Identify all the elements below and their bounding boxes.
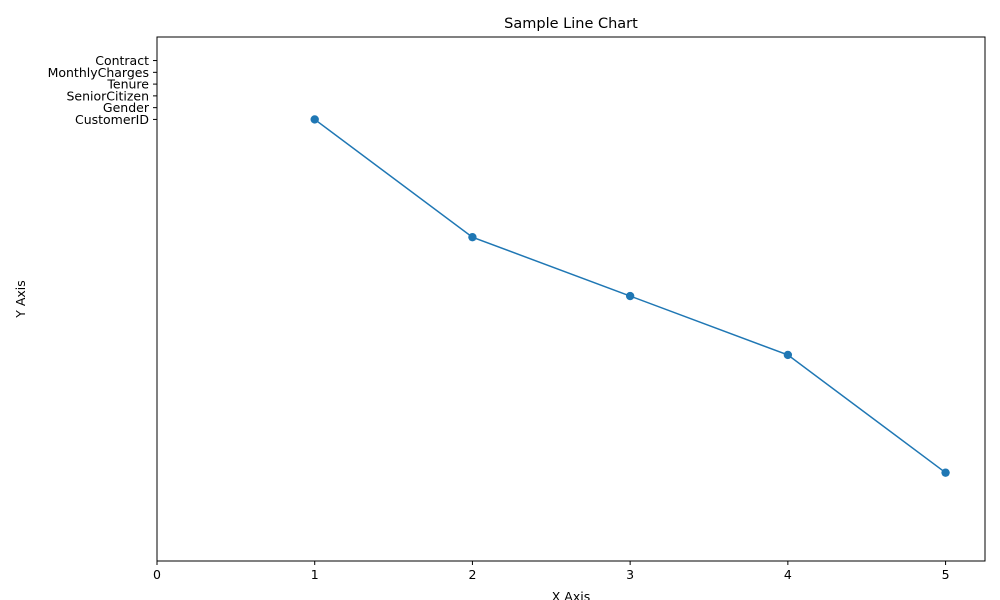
y-tick-label: Tenure: [106, 77, 149, 92]
y-axis-label: Y Axis: [13, 280, 28, 319]
x-tick-label: 0: [153, 567, 161, 582]
y-axis-ticks: CustomerIDGenderSeniorCitizenTenureMonth…: [48, 53, 157, 127]
plot-area: [310, 115, 950, 477]
y-tick-label: Gender: [103, 100, 150, 115]
y-tick-label: CustomerID: [75, 112, 149, 127]
x-axis-label: X Axis: [552, 589, 590, 600]
x-axis-ticks: 0 1 2 3 4 5: [153, 561, 950, 582]
x-tick-label: 1: [311, 567, 319, 582]
x-tick-label: 5: [942, 567, 950, 582]
x-tick-label: 4: [784, 567, 792, 582]
axes-frame: [156, 36, 986, 562]
y-tick-label: SeniorCitizen: [66, 88, 149, 103]
data-point: [468, 232, 477, 242]
data-point: [783, 350, 793, 360]
x-tick-label: 3: [626, 567, 634, 582]
x-tick-label: 2: [468, 567, 476, 582]
data-point: [941, 468, 950, 477]
y-tick-label: MonthlyCharges: [48, 65, 149, 80]
chart-title: Sample Line Chart: [504, 16, 638, 32]
y-tick-label: Contract: [95, 53, 149, 68]
data-point: [310, 115, 319, 124]
data-point: [625, 291, 635, 301]
